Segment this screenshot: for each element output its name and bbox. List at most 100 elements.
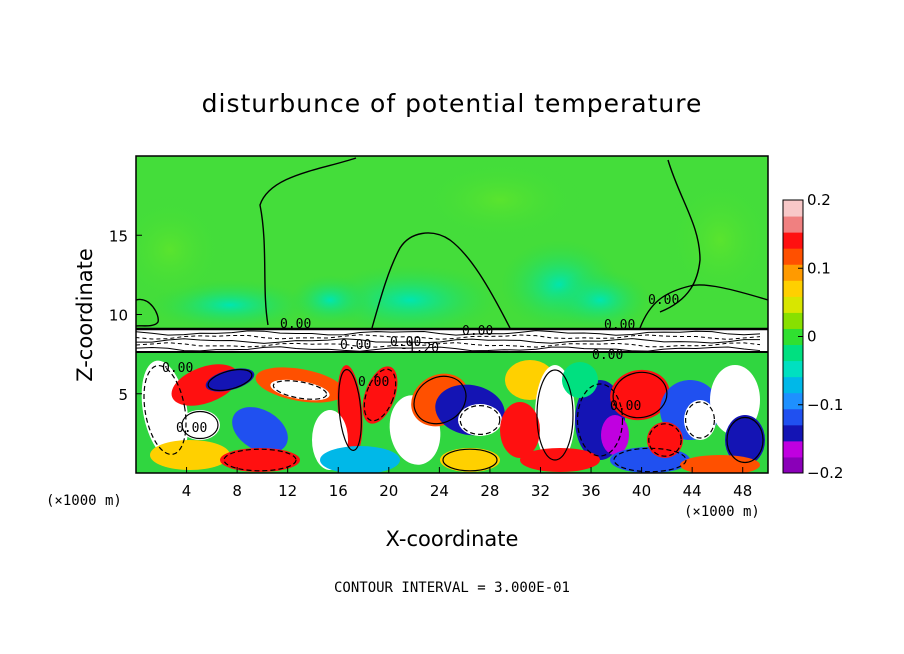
band-contour-line	[136, 334, 761, 340]
colorbar-swatch	[783, 392, 803, 410]
eddy-contour	[272, 380, 328, 400]
y-tick-label: 10	[109, 307, 128, 325]
contour-label: 0.00	[648, 293, 679, 308]
eddy-patch	[520, 448, 600, 472]
colorbar-swatch	[783, 232, 803, 249]
zero-contour-a	[259, 157, 357, 326]
shading-blob	[660, 170, 768, 310]
eddy-patch	[232, 407, 288, 453]
x-axis: 4 8 12 16 20 24 28 32 36 40 44 48	[182, 467, 752, 500]
x-tick-label: 4	[182, 482, 192, 500]
eddy-contour	[576, 383, 624, 457]
shading-blob	[320, 265, 500, 335]
zero-contour-d	[659, 159, 701, 313]
shading-blob	[136, 190, 230, 310]
eddy-contours	[143, 364, 764, 473]
eddy-contour	[413, 375, 467, 425]
colorbar	[782, 199, 804, 474]
x-tick-label: 40	[632, 482, 651, 500]
band-contours	[136, 330, 761, 352]
turbulent-eddies	[141, 360, 765, 473]
eddy-contour	[223, 448, 297, 472]
eddy-contour	[143, 364, 187, 456]
eddy-contour	[442, 448, 498, 472]
shading-blob	[290, 275, 370, 325]
eddy-patch	[440, 448, 500, 472]
colorbar-swatch	[783, 328, 803, 346]
eddy-contour	[726, 416, 764, 464]
colorbar-swatch	[783, 216, 803, 233]
x-tick-label: 20	[379, 482, 398, 500]
chart-title: disturbunce of potential temperature	[202, 89, 703, 118]
x-tick-label: 12	[278, 482, 297, 500]
eddy-contour	[459, 405, 501, 436]
colorbar-swatch	[783, 408, 803, 426]
eddy-contour	[612, 371, 668, 419]
contour-label: 0.00	[340, 338, 371, 353]
band-contour-line	[136, 338, 761, 344]
eddy-patch	[180, 410, 220, 440]
eddy-patch	[205, 368, 255, 392]
y-tick-label: 5	[118, 386, 128, 404]
y-axis-label: Z-coordinate	[73, 248, 97, 382]
contour-label: 0.00	[280, 317, 311, 332]
contour-label: 0.00	[462, 324, 493, 339]
zero-contour-left	[136, 298, 159, 327]
x-axis-label: X-coordinate	[386, 527, 519, 551]
colorbar-tick-label: −0.2	[807, 464, 843, 482]
zero-contour-c	[639, 284, 768, 329]
contour-label: 0.00	[610, 399, 641, 414]
colorbar-swatch	[783, 296, 803, 313]
colorbar-ticks: 0.2 0.1 0 −0.1 −0.2	[798, 191, 843, 482]
x-tick-label: 24	[430, 482, 449, 500]
eddy-patch	[647, 422, 683, 458]
eddy-patch	[150, 440, 230, 470]
eddy-contour	[338, 369, 362, 451]
eddy-contour	[536, 369, 574, 461]
eddy-patch	[500, 402, 540, 458]
plot-area	[136, 156, 768, 473]
x-tick-label: 8	[232, 482, 242, 500]
x-tick-label: 16	[329, 482, 348, 500]
colorbar-tick-label: 0.2	[807, 191, 831, 209]
eddy-contour	[684, 401, 715, 439]
eddy-patch	[458, 404, 502, 436]
x-tick-label: 44	[683, 482, 702, 500]
colorbar-swatch	[783, 248, 803, 265]
colorbar-swatch	[783, 424, 803, 442]
colorbar-swatch	[783, 360, 803, 378]
shading-blob	[410, 156, 590, 245]
contour-label: 0.00	[390, 335, 421, 350]
colorbar-swatch	[783, 456, 803, 474]
colorbar-swatch	[783, 440, 803, 458]
eddy-patch	[270, 379, 330, 401]
x-tick-label: 28	[480, 482, 499, 500]
y-axis: 5 10 15	[109, 227, 142, 404]
zero-contours	[136, 157, 768, 329]
colorbar-swatch	[783, 376, 803, 394]
eddy-patch	[601, 415, 629, 455]
eddy-patch	[680, 455, 760, 473]
shading-blob	[550, 270, 650, 330]
eddy-patch	[535, 365, 575, 465]
contour-label: 0.00	[162, 361, 193, 376]
contour-interval-note: CONTOUR INTERVAL = 3.000E-01	[334, 580, 570, 596]
eddy-patch	[320, 446, 400, 473]
colorbar-swatch	[783, 264, 803, 281]
contour-labels: 0.000.00 -1.200.00 0.000.000.000.000.000.0…	[162, 293, 679, 436]
x-tick-label: 32	[531, 482, 550, 500]
contour-label: 0.00	[592, 348, 623, 363]
x-tick-label: 48	[733, 482, 752, 500]
colorbar-tick-label: −0.1	[807, 396, 843, 414]
colorbar-swatch	[783, 344, 803, 362]
eddy-patch	[562, 362, 598, 398]
x-unit-right: (×1000 m)	[684, 504, 760, 520]
zero-contour-b	[371, 232, 511, 329]
colorbar-tick-label: 0.1	[807, 259, 831, 277]
band-contour-line	[136, 346, 761, 352]
contour-label: 0.00	[176, 421, 207, 436]
eddy-patch	[362, 366, 398, 424]
contour-label: 0.00	[358, 375, 389, 390]
x-unit-left: (×1000 m)	[46, 493, 122, 509]
